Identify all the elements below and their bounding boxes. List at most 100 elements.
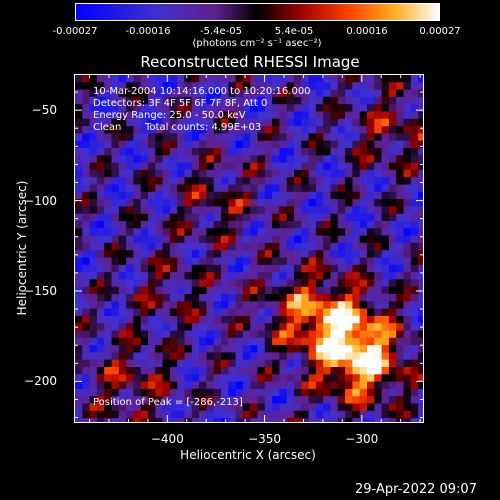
heatmap-cell xyxy=(301,148,309,156)
heatmap-cell xyxy=(404,418,412,422)
heatmap-cell xyxy=(265,199,273,207)
heatmap-cell xyxy=(177,206,185,214)
heatmap-cell xyxy=(411,382,419,390)
heatmap-cell xyxy=(323,75,331,83)
heatmap-cell xyxy=(265,287,273,295)
heatmap-cell xyxy=(258,389,266,397)
heatmap-cell xyxy=(75,411,83,419)
heatmap-cell xyxy=(338,294,346,302)
heatmap-cell xyxy=(331,287,339,295)
heatmap-cell xyxy=(396,148,404,156)
heatmap-cell xyxy=(316,155,324,163)
heatmap-cell xyxy=(294,214,302,222)
heatmap-cell xyxy=(163,214,171,222)
heatmap-cell xyxy=(199,258,207,266)
heatmap-cell xyxy=(294,228,302,236)
heatmap-cell xyxy=(133,199,141,207)
heatmap-cell xyxy=(411,316,419,324)
heatmap-cell xyxy=(331,206,339,214)
heatmap-cell xyxy=(287,294,295,302)
heatmap-cell xyxy=(338,177,346,185)
heatmap-cell xyxy=(75,316,83,324)
heatmap-cell xyxy=(199,367,207,375)
heatmap-cell xyxy=(163,309,171,317)
heatmap-cell xyxy=(228,418,236,422)
heatmap-cell xyxy=(301,396,309,404)
heatmap-cell xyxy=(374,279,382,287)
heatmap-cell xyxy=(82,411,90,419)
heatmap-cell xyxy=(404,214,412,222)
heatmap-cell xyxy=(199,75,207,83)
heatmap-cell xyxy=(323,404,331,412)
heatmap-cell xyxy=(90,133,98,141)
heatmap-cell xyxy=(221,163,229,171)
heatmap-cell xyxy=(352,396,360,404)
heatmap-cell xyxy=(279,170,287,178)
heatmap-cell xyxy=(185,155,193,163)
heatmap-cell xyxy=(148,228,156,236)
heatmap-cell xyxy=(352,287,360,295)
heatmap-cell xyxy=(338,287,346,295)
heatmap-cell xyxy=(367,250,375,258)
heatmap-cell xyxy=(411,214,419,222)
heatmap-cell xyxy=(97,199,105,207)
heatmap-cell xyxy=(323,170,331,178)
heatmap-cell xyxy=(97,279,105,287)
heatmap-cell xyxy=(345,243,353,251)
heatmap-cell xyxy=(112,170,120,178)
heatmap-cell xyxy=(418,352,423,360)
heatmap-cell xyxy=(396,382,404,390)
heatmap-cell xyxy=(374,294,382,302)
heatmap-cell xyxy=(301,192,309,200)
heatmap-cell xyxy=(112,199,120,207)
heatmap-cell xyxy=(243,411,251,419)
heatmap-cell xyxy=(374,374,382,382)
heatmap-cell xyxy=(265,119,273,127)
heatmap-cell xyxy=(389,396,397,404)
heatmap-cell xyxy=(126,221,134,229)
heatmap-cell xyxy=(199,163,207,171)
heatmap-cell xyxy=(396,331,404,339)
heatmap-cell xyxy=(133,294,141,302)
heatmap-cell xyxy=(338,163,346,171)
heatmap-cell xyxy=(411,90,419,98)
heatmap-cell xyxy=(287,301,295,309)
heatmap-cell xyxy=(309,214,317,222)
heatmap-cell xyxy=(141,301,149,309)
heatmap-cell xyxy=(206,221,214,229)
heatmap-cell xyxy=(250,272,258,280)
heatmap-cell xyxy=(97,170,105,178)
heatmap-cell xyxy=(411,323,419,331)
heatmap-cell xyxy=(396,214,404,222)
heatmap-cell xyxy=(97,316,105,324)
heatmap-cell xyxy=(192,389,200,397)
heatmap-cell xyxy=(170,177,178,185)
heatmap-cell xyxy=(206,272,214,280)
heatmap-cell xyxy=(112,265,120,273)
heatmap-cell xyxy=(389,338,397,346)
heatmap-cell xyxy=(82,265,90,273)
heatmap-cell xyxy=(345,287,353,295)
heatmap-cell xyxy=(279,185,287,193)
heatmap-cell xyxy=(338,141,346,149)
heatmap-cell xyxy=(338,411,346,419)
heatmap-cell xyxy=(185,287,193,295)
heatmap-cell xyxy=(272,75,280,83)
heatmap-cell xyxy=(389,126,397,134)
heatmap-cell xyxy=(126,294,134,302)
heatmap-cell xyxy=(90,75,98,83)
heatmap-cell xyxy=(236,177,244,185)
heatmap-cell xyxy=(104,338,112,346)
heatmap-cell xyxy=(360,119,368,127)
heatmap-cell xyxy=(199,265,207,273)
heatmap-cell xyxy=(75,163,83,171)
heatmap-cell xyxy=(272,236,280,244)
heatmap-cell xyxy=(141,185,149,193)
heatmap-cell xyxy=(316,192,324,200)
heatmap-cell xyxy=(323,228,331,236)
heatmap-cell xyxy=(258,352,266,360)
heatmap-cell xyxy=(258,133,266,141)
heatmap-cell xyxy=(360,155,368,163)
heatmap-cell xyxy=(367,228,375,236)
heatmap-cell xyxy=(199,148,207,156)
